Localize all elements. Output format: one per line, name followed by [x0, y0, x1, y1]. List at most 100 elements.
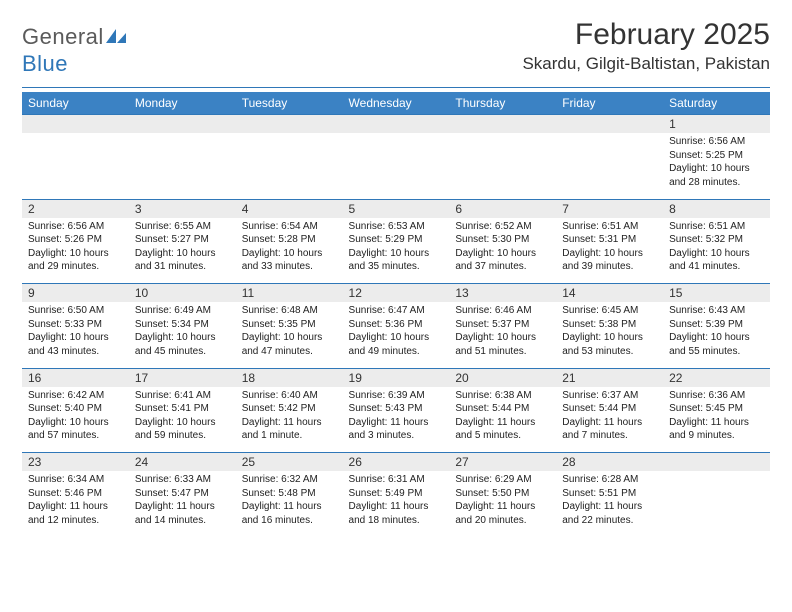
- calendar-page: General Blue February 2025 Skardu, Gilgi…: [0, 0, 792, 537]
- day-details: Sunrise: 6:54 AMSunset: 5:28 PMDaylight:…: [242, 220, 337, 274]
- daylight-text: Daylight: 11 hours and 12 minutes.: [28, 500, 123, 527]
- daylight-text: Daylight: 10 hours and 57 minutes.: [28, 416, 123, 443]
- day-content-cell: Sunrise: 6:37 AMSunset: 5:44 PMDaylight:…: [556, 387, 663, 453]
- sunset-text: Sunset: 5:36 PM: [349, 318, 444, 332]
- daylight-text: Daylight: 11 hours and 1 minute.: [242, 416, 337, 443]
- sunset-text: Sunset: 5:43 PM: [349, 402, 444, 416]
- day-number-cell: [129, 115, 236, 134]
- day-details: Sunrise: 6:51 AMSunset: 5:31 PMDaylight:…: [562, 220, 657, 274]
- logo-sail-icon: [106, 25, 128, 51]
- sunset-text: Sunset: 5:41 PM: [135, 402, 230, 416]
- day-number-cell: 7: [556, 199, 663, 218]
- day-number-cell: 14: [556, 284, 663, 303]
- sunrise-text: Sunrise: 6:55 AM: [135, 220, 230, 234]
- logo-word2: Blue: [22, 51, 68, 76]
- week-4-content-row: Sunrise: 6:34 AMSunset: 5:46 PMDaylight:…: [22, 471, 770, 537]
- daylight-text: Daylight: 10 hours and 28 minutes.: [669, 162, 764, 189]
- location: Skardu, Gilgit-Baltistan, Pakistan: [522, 54, 770, 74]
- daylight-text: Daylight: 10 hours and 29 minutes.: [28, 247, 123, 274]
- day-details: Sunrise: 6:39 AMSunset: 5:43 PMDaylight:…: [349, 389, 444, 443]
- daylight-text: Daylight: 11 hours and 18 minutes.: [349, 500, 444, 527]
- sunset-text: Sunset: 5:49 PM: [349, 487, 444, 501]
- daylight-text: Daylight: 10 hours and 51 minutes.: [455, 331, 550, 358]
- sunrise-text: Sunrise: 6:41 AM: [135, 389, 230, 403]
- week-1-content-row: Sunrise: 6:56 AMSunset: 5:26 PMDaylight:…: [22, 218, 770, 284]
- day-content-cell: Sunrise: 6:36 AMSunset: 5:45 PMDaylight:…: [663, 387, 770, 453]
- day-number-cell: 9: [22, 284, 129, 303]
- month-title: February 2025: [522, 18, 770, 52]
- day-content-cell: Sunrise: 6:48 AMSunset: 5:35 PMDaylight:…: [236, 302, 343, 368]
- day-number-cell: 18: [236, 368, 343, 387]
- sunset-text: Sunset: 5:33 PM: [28, 318, 123, 332]
- day-content-cell: [129, 133, 236, 199]
- week-2-content-row: Sunrise: 6:50 AMSunset: 5:33 PMDaylight:…: [22, 302, 770, 368]
- day-content-cell: Sunrise: 6:55 AMSunset: 5:27 PMDaylight:…: [129, 218, 236, 284]
- day-content-cell: Sunrise: 6:52 AMSunset: 5:30 PMDaylight:…: [449, 218, 556, 284]
- sunset-text: Sunset: 5:39 PM: [669, 318, 764, 332]
- day-content-cell: Sunrise: 6:46 AMSunset: 5:37 PMDaylight:…: [449, 302, 556, 368]
- day-content-cell: [236, 133, 343, 199]
- sunset-text: Sunset: 5:42 PM: [242, 402, 337, 416]
- day-number-cell: 10: [129, 284, 236, 303]
- sunrise-text: Sunrise: 6:40 AM: [242, 389, 337, 403]
- day-details: Sunrise: 6:37 AMSunset: 5:44 PMDaylight:…: [562, 389, 657, 443]
- day-details: Sunrise: 6:38 AMSunset: 5:44 PMDaylight:…: [455, 389, 550, 443]
- day-number-cell: 24: [129, 453, 236, 472]
- day-content-cell: Sunrise: 6:28 AMSunset: 5:51 PMDaylight:…: [556, 471, 663, 537]
- sunrise-text: Sunrise: 6:37 AM: [562, 389, 657, 403]
- day-number-cell: 22: [663, 368, 770, 387]
- day-details: Sunrise: 6:42 AMSunset: 5:40 PMDaylight:…: [28, 389, 123, 443]
- sunrise-text: Sunrise: 6:56 AM: [28, 220, 123, 234]
- logo: General Blue: [22, 24, 128, 77]
- day-content-cell: [556, 133, 663, 199]
- day-details: Sunrise: 6:29 AMSunset: 5:50 PMDaylight:…: [455, 473, 550, 527]
- day-number-cell: 5: [343, 199, 450, 218]
- sunset-text: Sunset: 5:44 PM: [562, 402, 657, 416]
- day-content-cell: Sunrise: 6:53 AMSunset: 5:29 PMDaylight:…: [343, 218, 450, 284]
- day-number-cell: [236, 115, 343, 134]
- day-number-cell: [556, 115, 663, 134]
- day-details: Sunrise: 6:56 AMSunset: 5:26 PMDaylight:…: [28, 220, 123, 274]
- day-content-cell: Sunrise: 6:49 AMSunset: 5:34 PMDaylight:…: [129, 302, 236, 368]
- weekday-friday: Friday: [556, 92, 663, 115]
- daylight-text: Daylight: 10 hours and 45 minutes.: [135, 331, 230, 358]
- day-content-cell: Sunrise: 6:45 AMSunset: 5:38 PMDaylight:…: [556, 302, 663, 368]
- day-number-cell: [343, 115, 450, 134]
- title-block: February 2025 Skardu, Gilgit-Baltistan, …: [522, 18, 770, 74]
- sunrise-text: Sunrise: 6:53 AM: [349, 220, 444, 234]
- day-details: Sunrise: 6:51 AMSunset: 5:32 PMDaylight:…: [669, 220, 764, 274]
- day-number-cell: [449, 115, 556, 134]
- day-content-cell: Sunrise: 6:56 AMSunset: 5:25 PMDaylight:…: [663, 133, 770, 199]
- header-rule: [22, 87, 770, 88]
- sunrise-text: Sunrise: 6:36 AM: [669, 389, 764, 403]
- daylight-text: Daylight: 11 hours and 9 minutes.: [669, 416, 764, 443]
- daylight-text: Daylight: 10 hours and 31 minutes.: [135, 247, 230, 274]
- day-content-cell: [663, 471, 770, 537]
- sunset-text: Sunset: 5:45 PM: [669, 402, 764, 416]
- day-number-cell: 23: [22, 453, 129, 472]
- sunset-text: Sunset: 5:25 PM: [669, 149, 764, 163]
- day-number-cell: 11: [236, 284, 343, 303]
- day-details: Sunrise: 6:52 AMSunset: 5:30 PMDaylight:…: [455, 220, 550, 274]
- day-content-cell: Sunrise: 6:56 AMSunset: 5:26 PMDaylight:…: [22, 218, 129, 284]
- day-details: Sunrise: 6:55 AMSunset: 5:27 PMDaylight:…: [135, 220, 230, 274]
- day-content-cell: Sunrise: 6:39 AMSunset: 5:43 PMDaylight:…: [343, 387, 450, 453]
- day-details: Sunrise: 6:28 AMSunset: 5:51 PMDaylight:…: [562, 473, 657, 527]
- day-details: Sunrise: 6:31 AMSunset: 5:49 PMDaylight:…: [349, 473, 444, 527]
- daylight-text: Daylight: 11 hours and 3 minutes.: [349, 416, 444, 443]
- day-content-cell: Sunrise: 6:50 AMSunset: 5:33 PMDaylight:…: [22, 302, 129, 368]
- day-number-cell: 6: [449, 199, 556, 218]
- sunset-text: Sunset: 5:34 PM: [135, 318, 230, 332]
- sunrise-text: Sunrise: 6:29 AM: [455, 473, 550, 487]
- day-details: Sunrise: 6:56 AMSunset: 5:25 PMDaylight:…: [669, 135, 764, 189]
- sunset-text: Sunset: 5:28 PM: [242, 233, 337, 247]
- sunset-text: Sunset: 5:40 PM: [28, 402, 123, 416]
- day-content-cell: Sunrise: 6:54 AMSunset: 5:28 PMDaylight:…: [236, 218, 343, 284]
- sunrise-text: Sunrise: 6:45 AM: [562, 304, 657, 318]
- sunset-text: Sunset: 5:27 PM: [135, 233, 230, 247]
- day-number-cell: 2: [22, 199, 129, 218]
- weekday-saturday: Saturday: [663, 92, 770, 115]
- daylight-text: Daylight: 10 hours and 53 minutes.: [562, 331, 657, 358]
- sunset-text: Sunset: 5:26 PM: [28, 233, 123, 247]
- daylight-text: Daylight: 10 hours and 43 minutes.: [28, 331, 123, 358]
